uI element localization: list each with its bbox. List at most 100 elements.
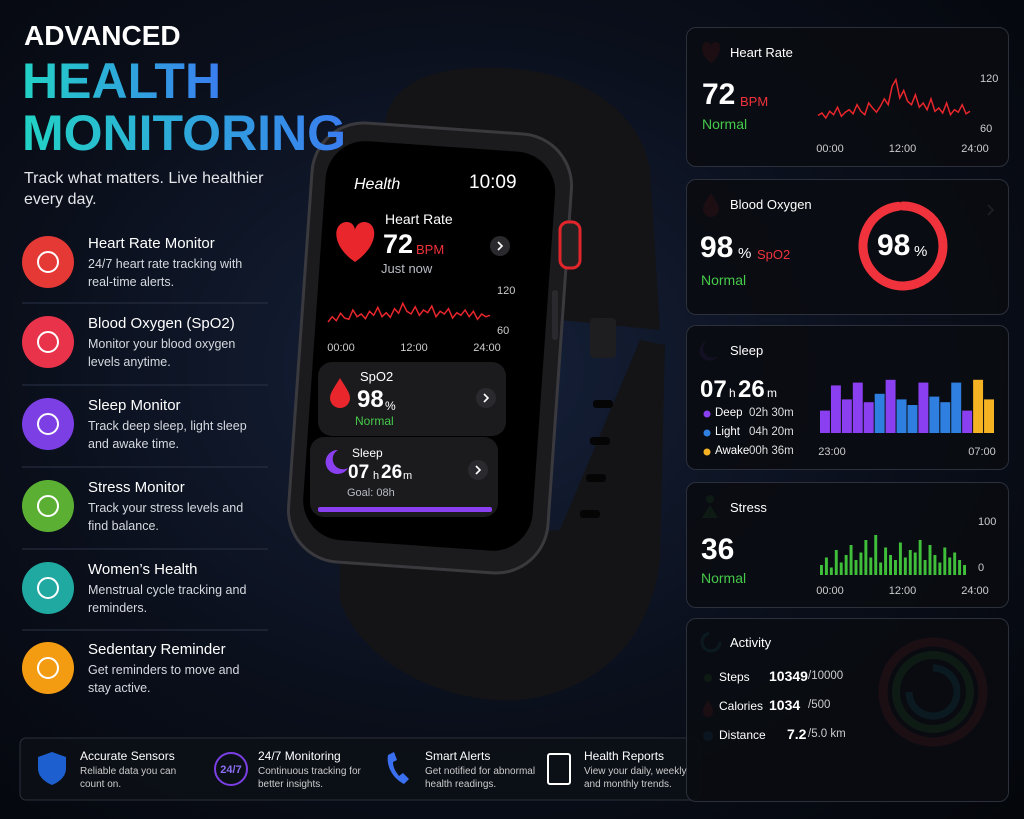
- x-tick-label: 24:00: [961, 585, 989, 597]
- bar: [923, 560, 927, 575]
- watch-sleep-h: h: [373, 470, 380, 482]
- watch-title: Health: [354, 176, 401, 193]
- x-tick-label: 12:00: [400, 342, 428, 354]
- x-tick-label: 00:00: [327, 342, 355, 354]
- footer-title: Accurate Sensors: [80, 749, 175, 763]
- bar: [820, 410, 830, 433]
- y-tick-label: 0: [978, 562, 984, 574]
- sleep-hours: 07: [700, 376, 727, 403]
- activity-value: 7.2: [787, 726, 807, 742]
- shield-icon: [38, 752, 66, 785]
- y-tick-label: 120: [980, 73, 998, 85]
- hr-unit: BPM: [740, 94, 769, 109]
- bar: [948, 557, 952, 575]
- feature-glyph: [37, 413, 59, 435]
- sleep-goal-bar: [318, 507, 492, 512]
- watch-sleep-goal: Goal: 08h: [347, 487, 395, 499]
- bar: [907, 405, 918, 433]
- bar: [940, 402, 951, 433]
- y-tick-label: 120: [497, 285, 515, 297]
- x-tick-label: 23:00: [818, 446, 846, 458]
- feature-icon: [22, 642, 74, 694]
- footer-title: Smart Alerts: [425, 749, 491, 763]
- activity-card: [686, 618, 1009, 802]
- chevrons: [468, 236, 510, 480]
- bar: [830, 385, 841, 433]
- ring-unit: %: [914, 243, 928, 260]
- bar: [859, 552, 863, 575]
- feature-title: Blood Oxygen (SpO2): [88, 315, 235, 332]
- watch-sleep-label: Sleep: [352, 446, 383, 460]
- bar: [820, 565, 823, 575]
- footer-desc: Continuous tracking for better insights.: [258, 766, 361, 790]
- bar: [918, 540, 922, 575]
- spo2-unit: %: [738, 245, 752, 262]
- bar: [938, 562, 942, 575]
- x-tick-label: 00:00: [816, 143, 844, 155]
- feature-desc: Menstrual cycle tracking and reminders.: [88, 583, 247, 615]
- line: [817, 77, 971, 120]
- watch-hr-value: 72: [383, 229, 414, 259]
- feature-glyph: [37, 331, 59, 353]
- x-tick-label: 24:00: [473, 342, 501, 354]
- watch-hr-unit: BPM: [416, 242, 445, 257]
- stress-value: 36: [701, 533, 735, 566]
- activity-name: Distance: [719, 728, 766, 742]
- band-buckle: [590, 318, 616, 358]
- card-title: Stress: [730, 500, 767, 515]
- bar: [928, 545, 932, 575]
- feature-glyph: [37, 495, 59, 517]
- footer-desc: View your daily, weekly and monthly tren…: [584, 766, 687, 790]
- legend-duration: 00h 36m: [749, 445, 794, 457]
- bar: [829, 567, 833, 575]
- watch-spo2-value: 98: [357, 386, 384, 413]
- bar: [958, 560, 962, 575]
- bar: [918, 382, 929, 433]
- watch-crown: [558, 220, 582, 270]
- bar: [973, 379, 984, 433]
- bar: [908, 550, 912, 575]
- legend-duration: 04h 20m: [749, 426, 794, 438]
- watch-spo2-unit: %: [385, 399, 396, 413]
- bar: [864, 540, 868, 575]
- legend-name: Deep: [715, 407, 743, 419]
- sleep-widget: [310, 437, 498, 517]
- feature-icons: [22, 236, 74, 694]
- bar: [963, 565, 966, 575]
- bar: [869, 557, 873, 575]
- bar: [879, 562, 883, 575]
- bar: [894, 560, 897, 575]
- bar: [962, 410, 973, 433]
- bar: [898, 542, 902, 575]
- feature-desc: Monitor your blood oxygen levels anytime…: [88, 337, 236, 369]
- moon-icon: [325, 449, 348, 474]
- bar: [913, 552, 917, 575]
- watch-spo2-label: SpO2: [360, 369, 394, 384]
- activity-value: 1034: [769, 697, 801, 713]
- feature-desc: Track deep sleep, light sleep and awake …: [88, 419, 247, 451]
- x-tick-label: 24:00: [961, 143, 989, 155]
- bar: [933, 555, 937, 575]
- feature-glyph: [37, 657, 59, 679]
- activity-name: Steps: [719, 670, 750, 684]
- card-title: Heart Rate: [730, 45, 793, 60]
- footer-title: 24/7 Monitoring: [258, 749, 341, 763]
- card-title: Blood Oxygen: [730, 197, 812, 212]
- legend-dot: [703, 448, 711, 456]
- legend-duration: 02h 30m: [749, 407, 794, 419]
- watch-sleep-m: m: [403, 470, 413, 482]
- bar: [943, 547, 947, 575]
- feature-desc: Track your stress levels and find balanc…: [88, 501, 244, 533]
- spo2-value: 98: [700, 231, 734, 264]
- spo2-label: SpO2: [757, 247, 791, 262]
- bar: [951, 382, 962, 433]
- feature-icon: [22, 316, 74, 368]
- x-tick-label: 12:00: [889, 585, 917, 597]
- heart-card: [686, 27, 1009, 167]
- drop-icon: [330, 378, 350, 408]
- y-tick-label: 60: [980, 123, 992, 135]
- sleep-m: m: [767, 386, 777, 400]
